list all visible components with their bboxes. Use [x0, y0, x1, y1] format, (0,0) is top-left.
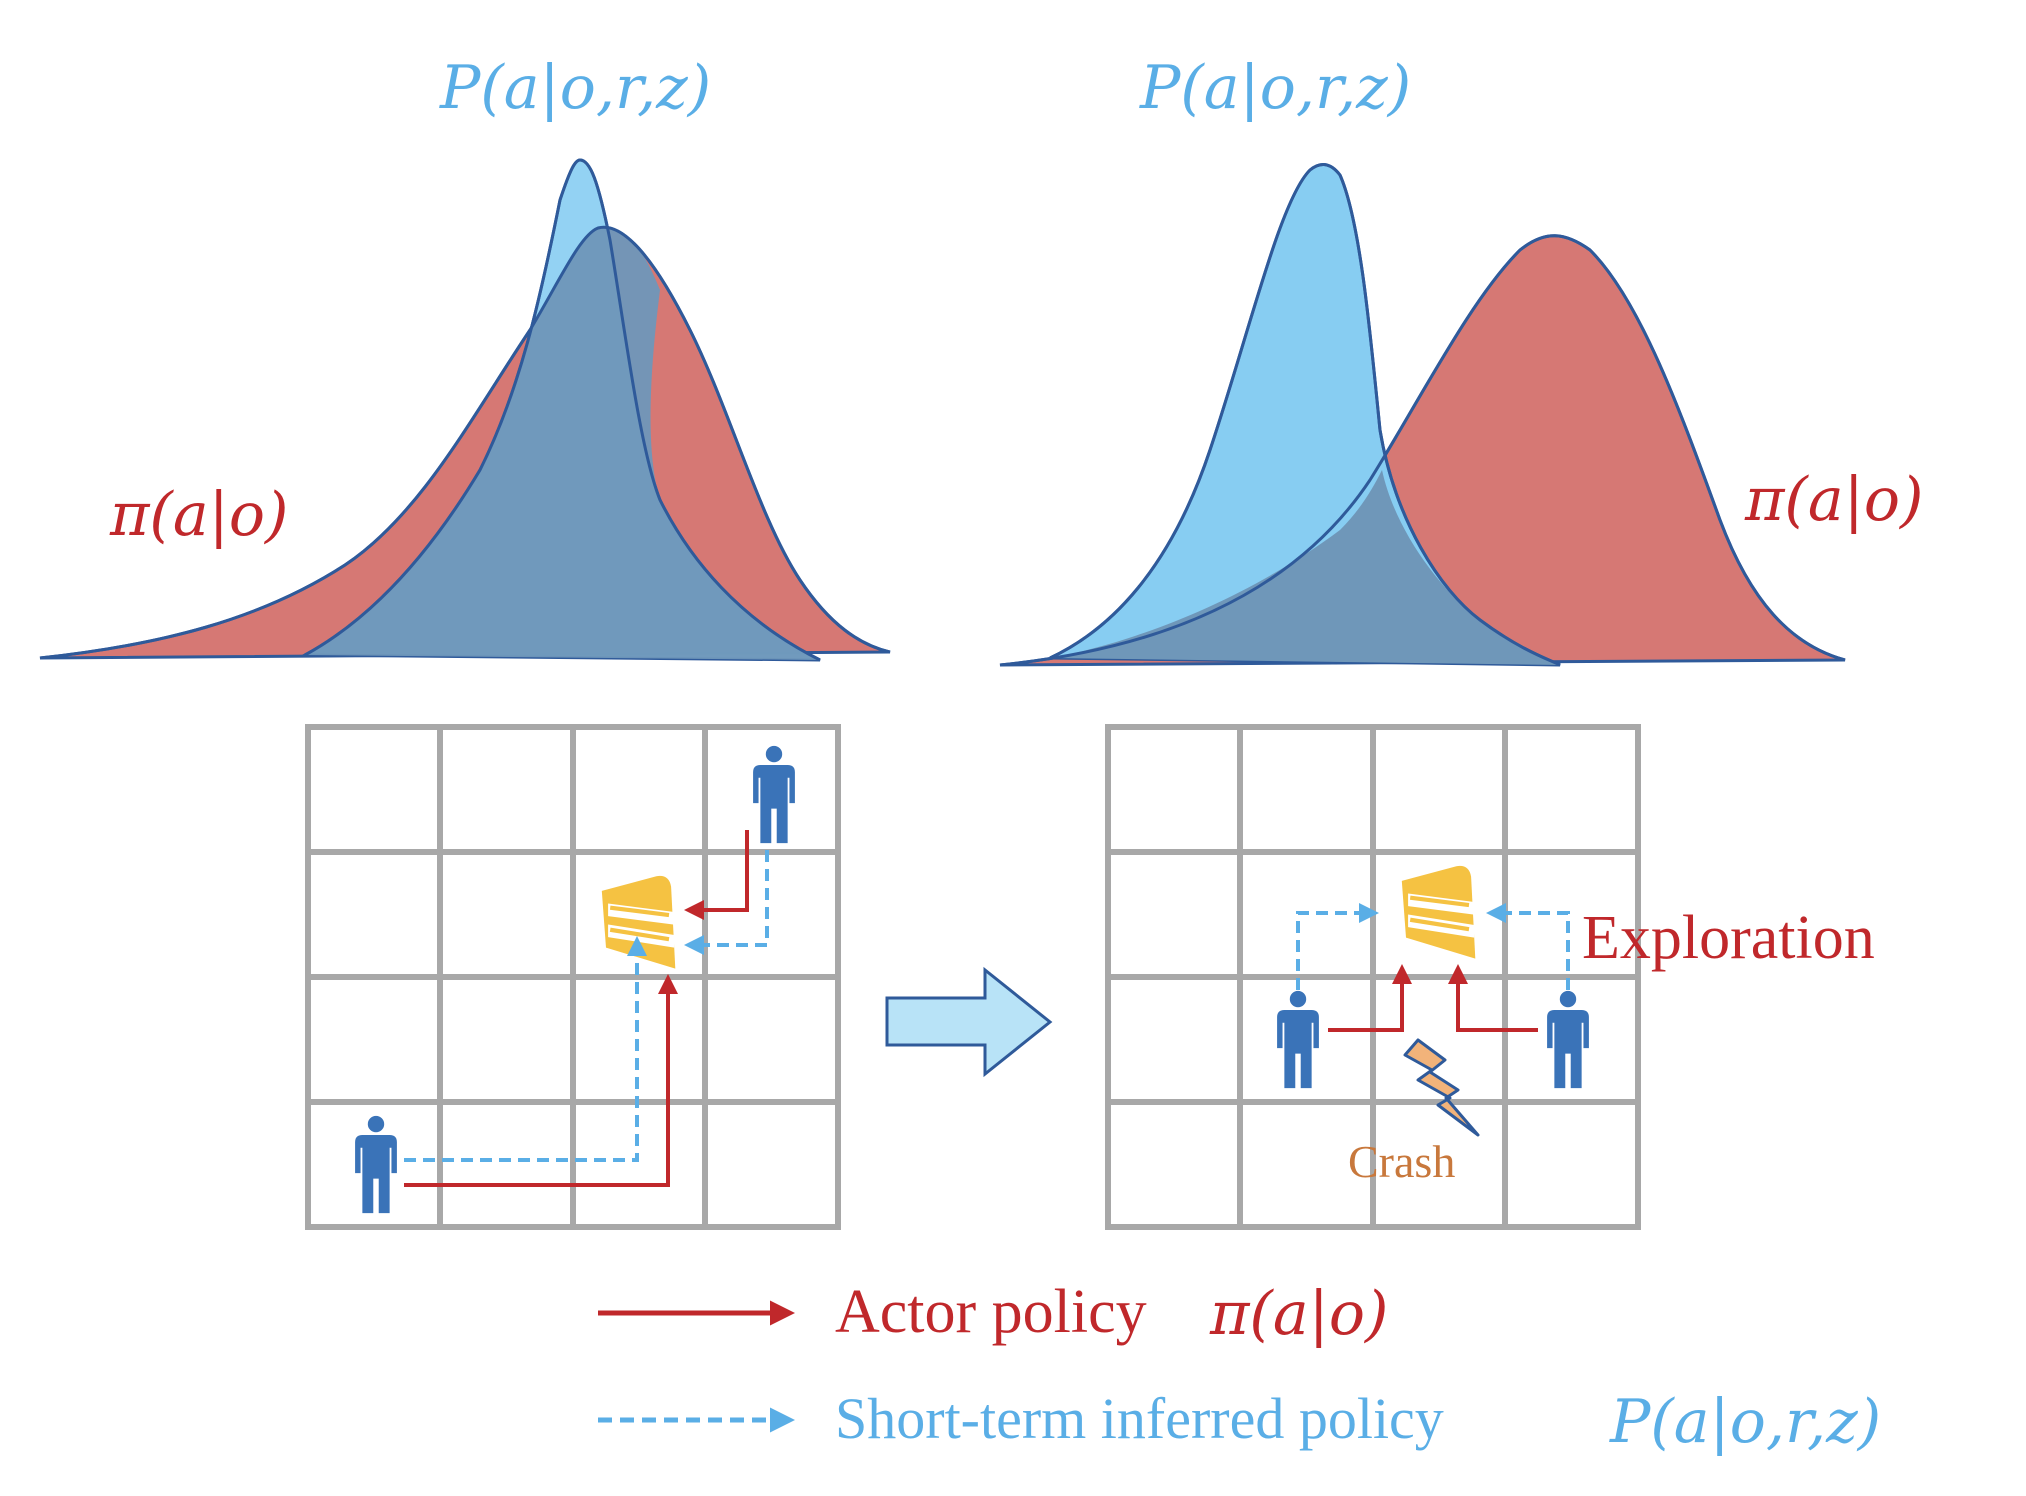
right-right-person-icon — [1547, 990, 1589, 1089]
right-left-actor-path — [1328, 964, 1412, 1032]
left-red-formula: π(a|o) — [109, 480, 288, 550]
exploration-label: Exploration — [1582, 904, 1875, 972]
legend: Actor policy π(a|o) Short-term inferred … — [598, 1278, 1881, 1457]
right-left-inferred-path — [1296, 903, 1379, 990]
legend-actor-math: π(a|o) — [1209, 1279, 1388, 1349]
top-right-distributions: P(a|o,r,z) π(a|o) — [999, 53, 1923, 667]
left-top-actor-path — [684, 830, 749, 920]
right-left-person-icon — [1277, 990, 1319, 1089]
right-red-formula: π(a|o) — [1744, 465, 1923, 535]
legend-actor-text: Actor policy — [835, 1278, 1147, 1346]
crash-bolt-icon — [1403, 1038, 1480, 1137]
left-top-person-icon — [753, 745, 795, 844]
top-left-distributions: P(a|o,r,z) π(a|o) — [39, 53, 891, 662]
transition-arrow — [885, 966, 1053, 1078]
right-right-inferred-path — [1486, 903, 1570, 990]
left-top-inferred-path — [684, 850, 769, 955]
left-grid — [305, 724, 841, 1230]
right-grid: Crash — [1105, 724, 1641, 1230]
left-bottom-actor-path — [404, 974, 678, 1187]
right-overlap-region — [1050, 470, 1560, 665]
crash-label: Crash — [1348, 1136, 1455, 1187]
left-bottom-person-icon — [355, 1115, 397, 1214]
left-bottom-inferred-path — [404, 936, 647, 1162]
left-blue-formula: P(a|o,r,z) — [439, 53, 711, 123]
right-blue-formula: P(a|o,r,z) — [1139, 53, 1411, 123]
right-cake-icon — [1402, 866, 1476, 959]
legend-inferred-math: P(a|o,r,z) — [1609, 1387, 1881, 1457]
right-right-actor-path — [1448, 964, 1538, 1032]
legend-inferred-text: Short-term inferred policy — [835, 1386, 1444, 1451]
